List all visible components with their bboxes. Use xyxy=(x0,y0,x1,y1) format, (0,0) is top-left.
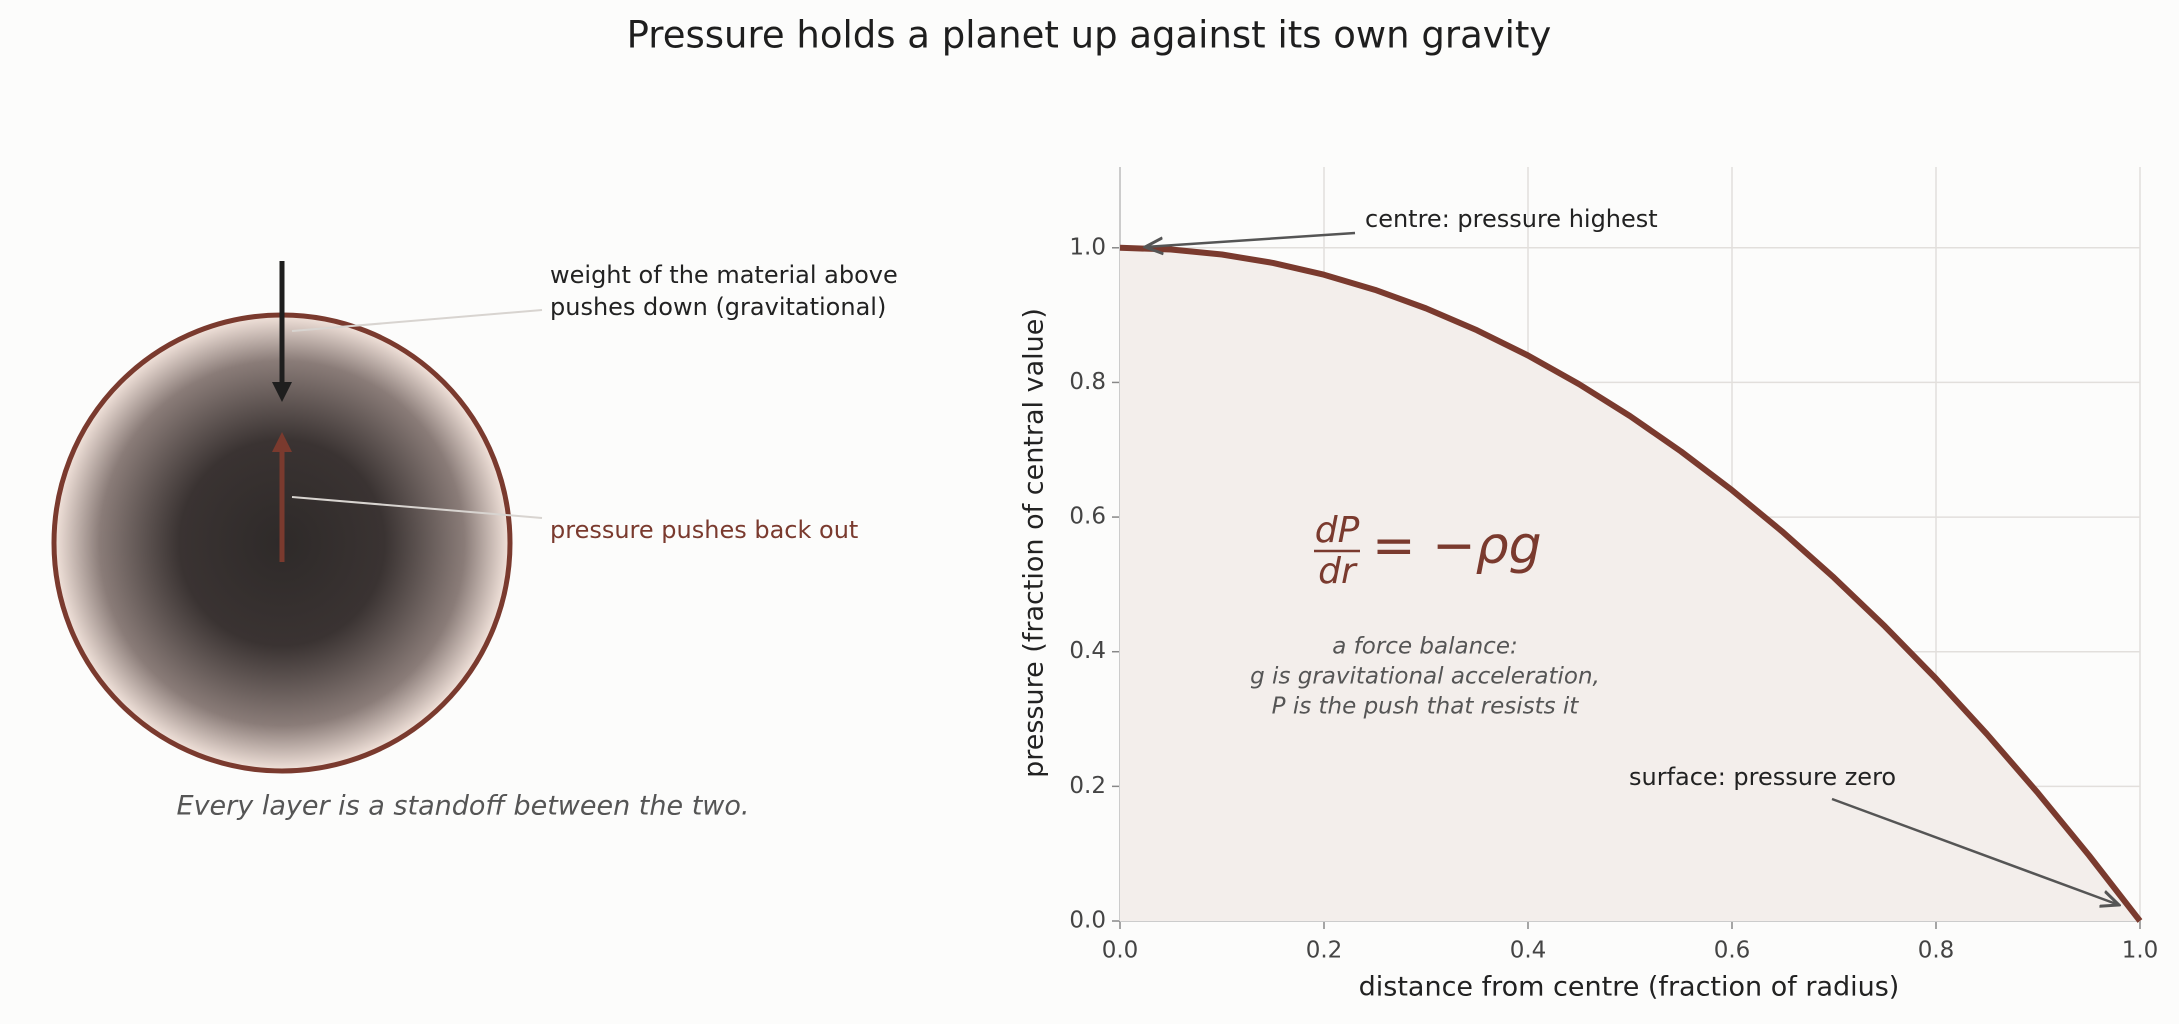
y-tick-label: 0.8 xyxy=(1069,369,1106,395)
note: g is gravitational acceleration, xyxy=(1250,664,1600,690)
equation-rhs: = −ρg xyxy=(1372,516,1542,576)
x-tick-label: 0.8 xyxy=(1918,938,1955,964)
x-tick-label: 0.2 xyxy=(1306,938,1343,964)
line xyxy=(1119,244,2143,923)
weight-label: pushes down (gravitational) xyxy=(550,293,886,321)
x-tick-label: 1.0 xyxy=(2122,938,2159,964)
x-tick-label: 0.0 xyxy=(1102,938,1139,964)
y-tick-label: 0.4 xyxy=(1069,638,1106,664)
note: a force balance: xyxy=(1332,634,1517,660)
annotation: centre: pressure highest xyxy=(1365,205,1658,233)
note: P is the push that resists it xyxy=(1272,694,1580,720)
leader-line xyxy=(291,309,543,332)
weight-label: weight of the material above xyxy=(550,261,898,289)
area xyxy=(1120,247,2140,922)
annotation-arrow xyxy=(1145,231,1356,247)
leader-line xyxy=(291,496,543,519)
annotation-arrow xyxy=(1831,797,2119,905)
equation-denominator: dr xyxy=(1318,551,1358,592)
y-tick-label: 0.2 xyxy=(1069,773,1106,799)
title: Pressure holds a planet up against its o… xyxy=(627,14,1552,57)
equation-numerator: dP xyxy=(1315,510,1360,551)
caption: Every layer is a standoff between the tw… xyxy=(177,791,750,822)
x-axis-label: distance from centre (fraction of radius… xyxy=(1359,972,1900,1003)
equation: dP dr = −ρg xyxy=(1314,510,1542,592)
plot: 0.0 0.2 0.4 0.6 0.8 1.0 0.0 0.2 0.4 0.6 0.8 1.0 xyxy=(1069,167,2158,964)
y-axis-label: pressure (fraction of central value) xyxy=(1019,308,1050,778)
annotation: surface: pressure zero xyxy=(1629,763,1896,791)
y-tick-label: 0.6 xyxy=(1069,504,1106,530)
y-tick-label: 1.0 xyxy=(1069,234,1106,260)
y-tick-label: 0.0 xyxy=(1069,908,1106,934)
x-tick-label: 0.4 xyxy=(1510,938,1547,964)
pressure-label: pressure pushes back out xyxy=(550,516,858,544)
x-tick-label: 0.6 xyxy=(1714,938,1751,964)
